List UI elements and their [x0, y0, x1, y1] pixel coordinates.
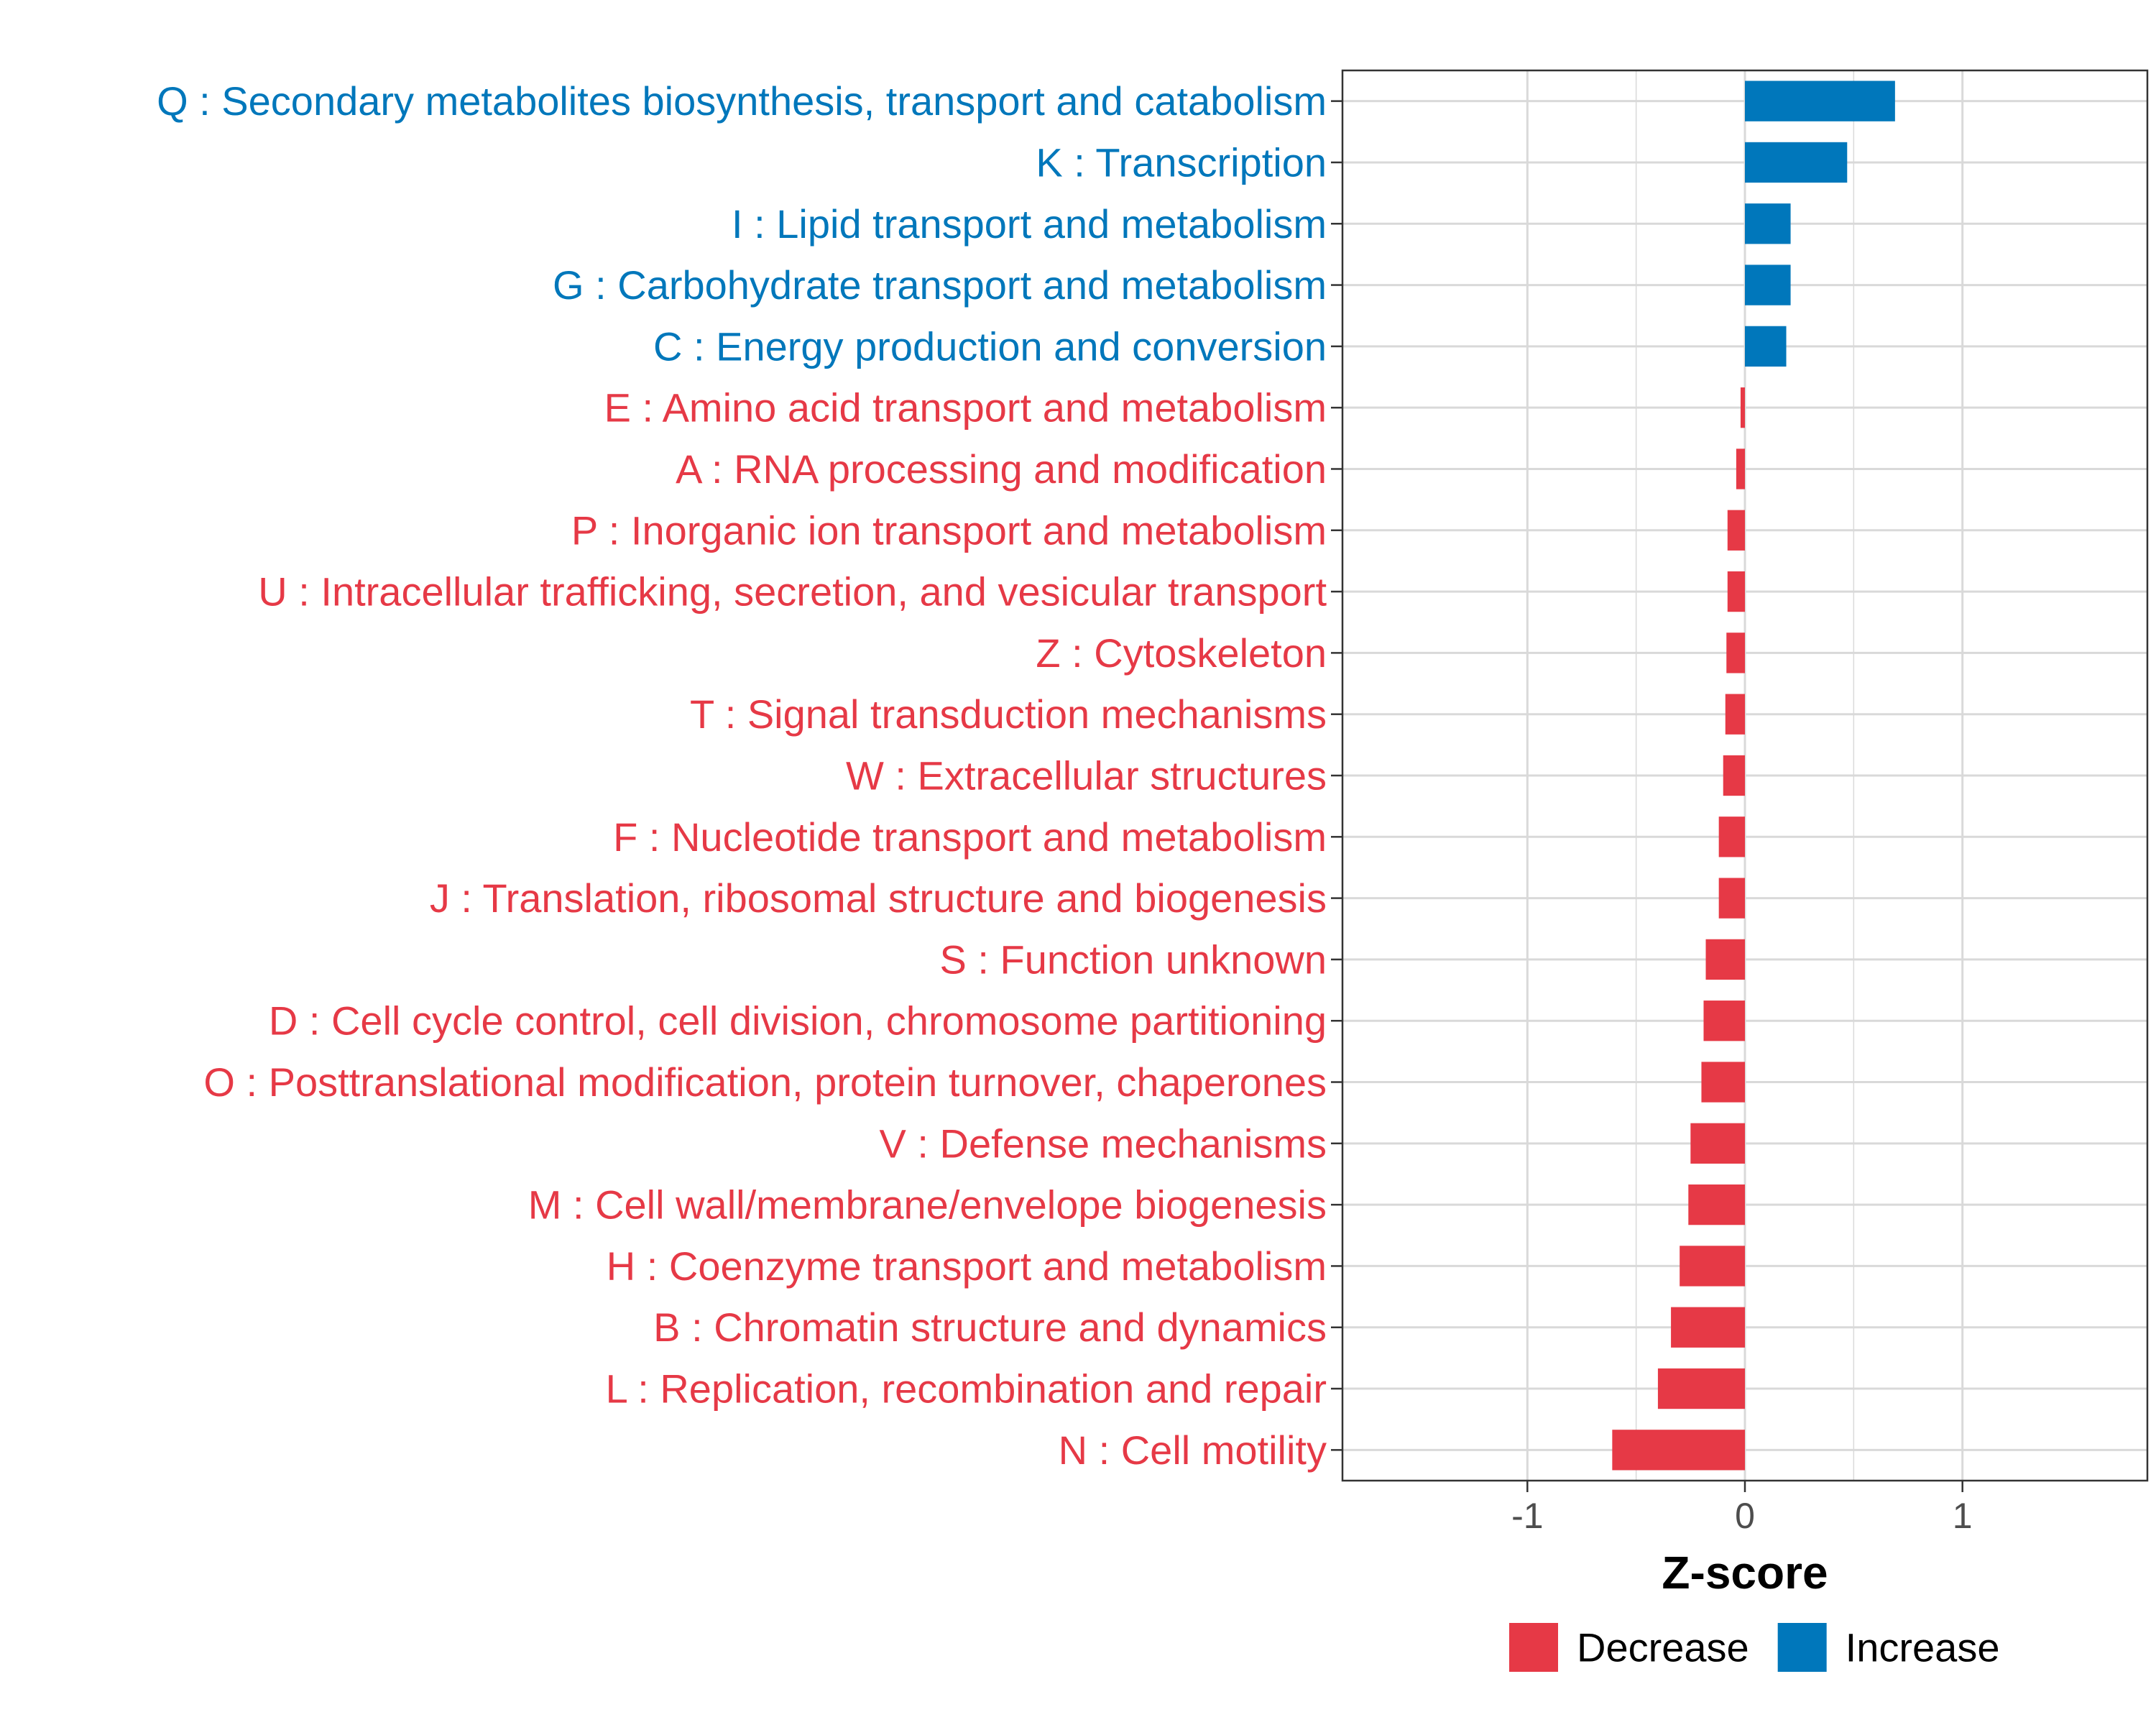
- bar: [1612, 1430, 1745, 1471]
- bar: [1745, 203, 1791, 244]
- bar: [1718, 816, 1745, 857]
- bar: [1745, 80, 1895, 121]
- category-label: H : Coenzyme transport and metabolism: [607, 1243, 1327, 1289]
- category-label: K : Transcription: [1036, 139, 1327, 185]
- legend-label-decrease: Decrease: [1577, 1625, 1749, 1670]
- bar: [1705, 939, 1745, 980]
- legend: Decrease Increase: [1509, 1623, 1999, 1672]
- x-tick-label: -1: [1511, 1496, 1543, 1536]
- category-label: B : Chromatin structure and dynamics: [653, 1305, 1327, 1350]
- category-label: O : Posttranslational modification, prot…: [203, 1059, 1327, 1105]
- category-label: Q : Secondary metabolites biosynthesis, …: [157, 78, 1327, 124]
- x-axis-ticks: -1 0 1: [1511, 1481, 1973, 1536]
- category-label: I : Lipid transport and metabolism: [732, 201, 1327, 247]
- legend-label-increase: Increase: [1846, 1625, 2000, 1670]
- y-axis-ticks: [1331, 100, 1342, 1451]
- bar: [1745, 264, 1791, 305]
- category-label: W : Extracellular structures: [846, 753, 1327, 799]
- bar: [1740, 387, 1745, 428]
- bar: [1723, 755, 1745, 796]
- category-label: L : Replication, recombination and repai…: [606, 1366, 1327, 1412]
- category-label: N : Cell motility: [1059, 1427, 1327, 1473]
- bars: [1612, 80, 1895, 1471]
- bar: [1725, 694, 1745, 735]
- x-axis-title: Z-score: [1662, 1547, 1828, 1598]
- bar: [1727, 510, 1745, 551]
- bar: [1745, 326, 1787, 367]
- bar: [1727, 571, 1745, 612]
- bar: [1718, 878, 1745, 919]
- category-label: E : Amino acid transport and metabolism: [604, 385, 1327, 431]
- category-label: C : Energy production and conversion: [653, 323, 1327, 369]
- category-label: Z : Cytoskeleton: [1036, 630, 1327, 676]
- bar: [1680, 1246, 1745, 1287]
- legend-key-decrease: [1509, 1623, 1558, 1672]
- category-label: J : Translation, ribosomal structure and…: [430, 875, 1327, 921]
- y-axis-labels: Q : Secondary metabolites biosynthesis, …: [157, 78, 1327, 1473]
- category-label: A : RNA processing and modification: [676, 446, 1327, 492]
- x-tick-label: 1: [1953, 1496, 1973, 1536]
- category-label: M : Cell wall/membrane/envelope biogenes…: [528, 1182, 1327, 1228]
- legend-key-increase: [1777, 1623, 1827, 1672]
- x-tick-label: 0: [1735, 1496, 1755, 1536]
- bar: [1701, 1062, 1745, 1103]
- category-label: U : Intracellular trafficking, secretion…: [258, 569, 1327, 615]
- bar: [1690, 1123, 1745, 1164]
- category-label: V : Defense mechanisms: [880, 1121, 1327, 1166]
- category-label: P : Inorganic ion transport and metaboli…: [571, 507, 1327, 553]
- bar: [1736, 448, 1745, 489]
- category-label: F : Nucleotide transport and metabolism: [613, 814, 1327, 860]
- bar: [1657, 1368, 1745, 1409]
- category-label: T : Signal transduction mechanisms: [690, 691, 1327, 737]
- category-label: S : Function unknown: [939, 937, 1327, 982]
- category-label: G : Carbohydrate transport and metabolis…: [553, 262, 1327, 308]
- bar: [1703, 1000, 1745, 1041]
- bar: [1671, 1307, 1745, 1348]
- bar: [1688, 1184, 1745, 1225]
- bar: [1745, 142, 1848, 183]
- bar: [1726, 632, 1745, 673]
- category-label: D : Cell cycle control, cell division, c…: [269, 998, 1327, 1044]
